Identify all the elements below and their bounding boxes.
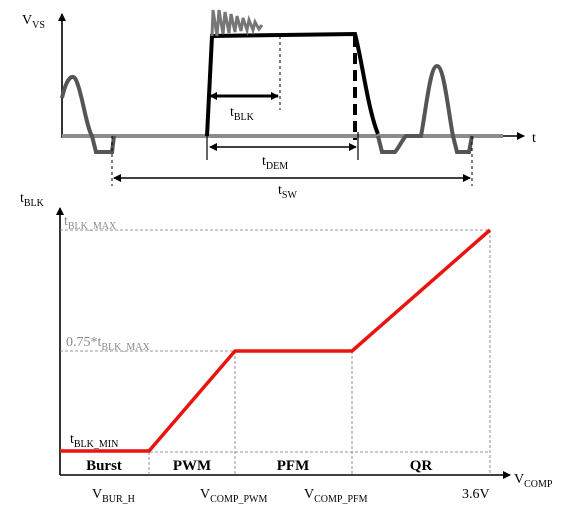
- tick-vcomp-pfm: VCOMP_PFM: [304, 487, 368, 505]
- tsw-dimension-label: tSW: [278, 183, 297, 201]
- tblk-dimension-label: tBLK: [230, 105, 255, 123]
- vs-y-axis-label: VVS: [22, 13, 45, 31]
- mode-label-burst: Burst: [86, 458, 122, 474]
- blanking-time-chart: tBLK VCOMP tBLK_MAX 0.75*tBLK_MAX tBLK_M…: [20, 191, 553, 505]
- tblk-y-axis-label: tBLK: [20, 191, 45, 209]
- vcomp-x-axis-label: VCOMP: [514, 472, 553, 490]
- tdem-dimension-label: tDEM: [262, 154, 288, 172]
- switching-pulse: [205, 31, 380, 137]
- mode-label-qr: QR: [410, 458, 433, 474]
- ring-valleys-right: [376, 63, 474, 154]
- tblk-min-label: tBLK_MIN: [70, 432, 118, 450]
- tick-vcomp-pwm: VCOMP_PWM: [200, 487, 267, 505]
- leading-edge-ringing: [210, 9, 264, 37]
- vs-waveform-panel: VVS t tBLK tDEM tSW: [22, 9, 536, 201]
- time-axis-label: t: [532, 131, 536, 146]
- tick-3v6: 3.6V: [462, 487, 490, 502]
- mode-label-pfm: PFM: [277, 458, 309, 474]
- tblk-max-label: tBLK_MAX: [64, 214, 117, 232]
- tblk-curve: [60, 228, 492, 453]
- mode-label-pwm: PWM: [173, 458, 211, 474]
- tblk-mid-label: 0.75*tBLK_MAX: [66, 335, 151, 353]
- tick-vbur-h: VBUR_H: [92, 487, 135, 505]
- ring-hump-left: [60, 74, 116, 154]
